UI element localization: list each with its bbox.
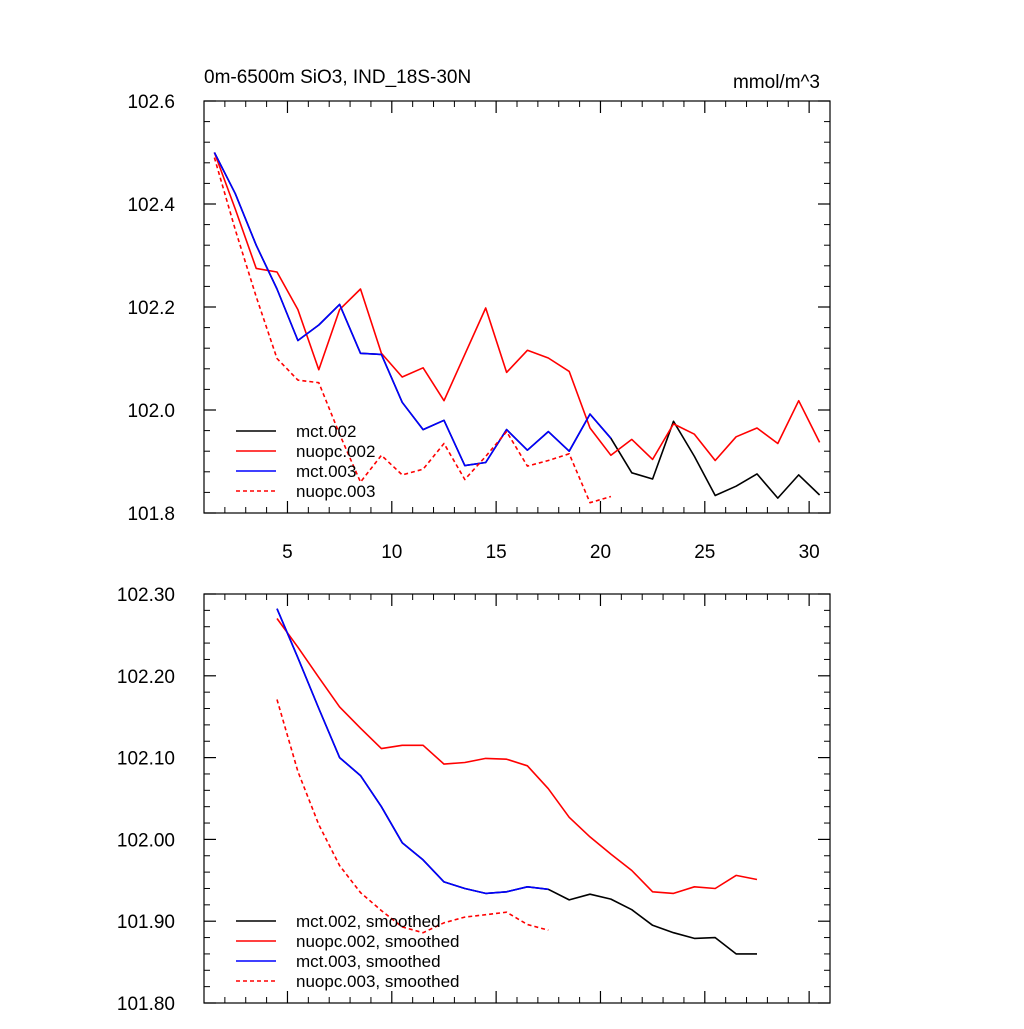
x-tick-label: 15 <box>486 542 507 563</box>
series-line-mct-003 <box>213 152 612 467</box>
x-tick-label: 30 <box>799 542 820 563</box>
legend-label: nuopc.003 <box>296 482 375 501</box>
legend-label: mct.003, smoothed <box>296 952 441 971</box>
y-tick-label: 102.0 <box>127 401 175 422</box>
x-tick-label: 10 <box>381 542 402 563</box>
series-line-nuopc-002 <box>213 152 821 462</box>
legend-label: mct.002 <box>296 422 356 441</box>
legend-label: mct.002, smoothed <box>296 912 441 931</box>
legend-label: nuopc.002 <box>296 442 375 461</box>
y-tick-label: 102.2 <box>127 298 175 319</box>
units-label: mmol/m^3 <box>733 72 820 93</box>
series-line-mct-002-smoothed <box>276 608 757 955</box>
y-tick-label: 101.80 <box>117 994 175 1015</box>
y-tick-label: 102.4 <box>127 195 175 216</box>
y-tick-label: 102.30 <box>117 585 175 606</box>
series-line-nuopc-003 <box>213 157 612 504</box>
y-tick-label: 102.6 <box>127 92 175 113</box>
y-tick-label: 101.90 <box>117 912 175 933</box>
series-line-nuopc-002-smoothed <box>276 618 758 895</box>
top-panel: 0m-6500m SiO3, IND_18S-30N mmol/m^3 101.… <box>127 67 831 563</box>
y-tick-label: 102.10 <box>117 749 175 770</box>
series-line-nuopc-003-smoothed <box>276 699 549 934</box>
y-tick-label: 102.20 <box>117 667 175 688</box>
y-tick-label: 102.00 <box>117 830 175 851</box>
legend-label: nuopc.002, smoothed <box>296 932 460 951</box>
x-tick-label: 5 <box>282 542 293 563</box>
x-tick-label: 20 <box>590 542 611 563</box>
legend-label: mct.003 <box>296 462 356 481</box>
x-tick-label: 25 <box>694 542 715 563</box>
bottom-panel: 101.80 101.90 102.00 102.10 102.20 102.30 mct.… <box>117 585 831 1015</box>
chart-title: 0m-6500m SiO3, IND_18S-30N <box>204 67 471 88</box>
series-line-mct-003-smoothed <box>276 608 549 895</box>
legend-label: nuopc.003, smoothed <box>296 972 460 991</box>
y-tick-label: 101.8 <box>127 504 175 525</box>
